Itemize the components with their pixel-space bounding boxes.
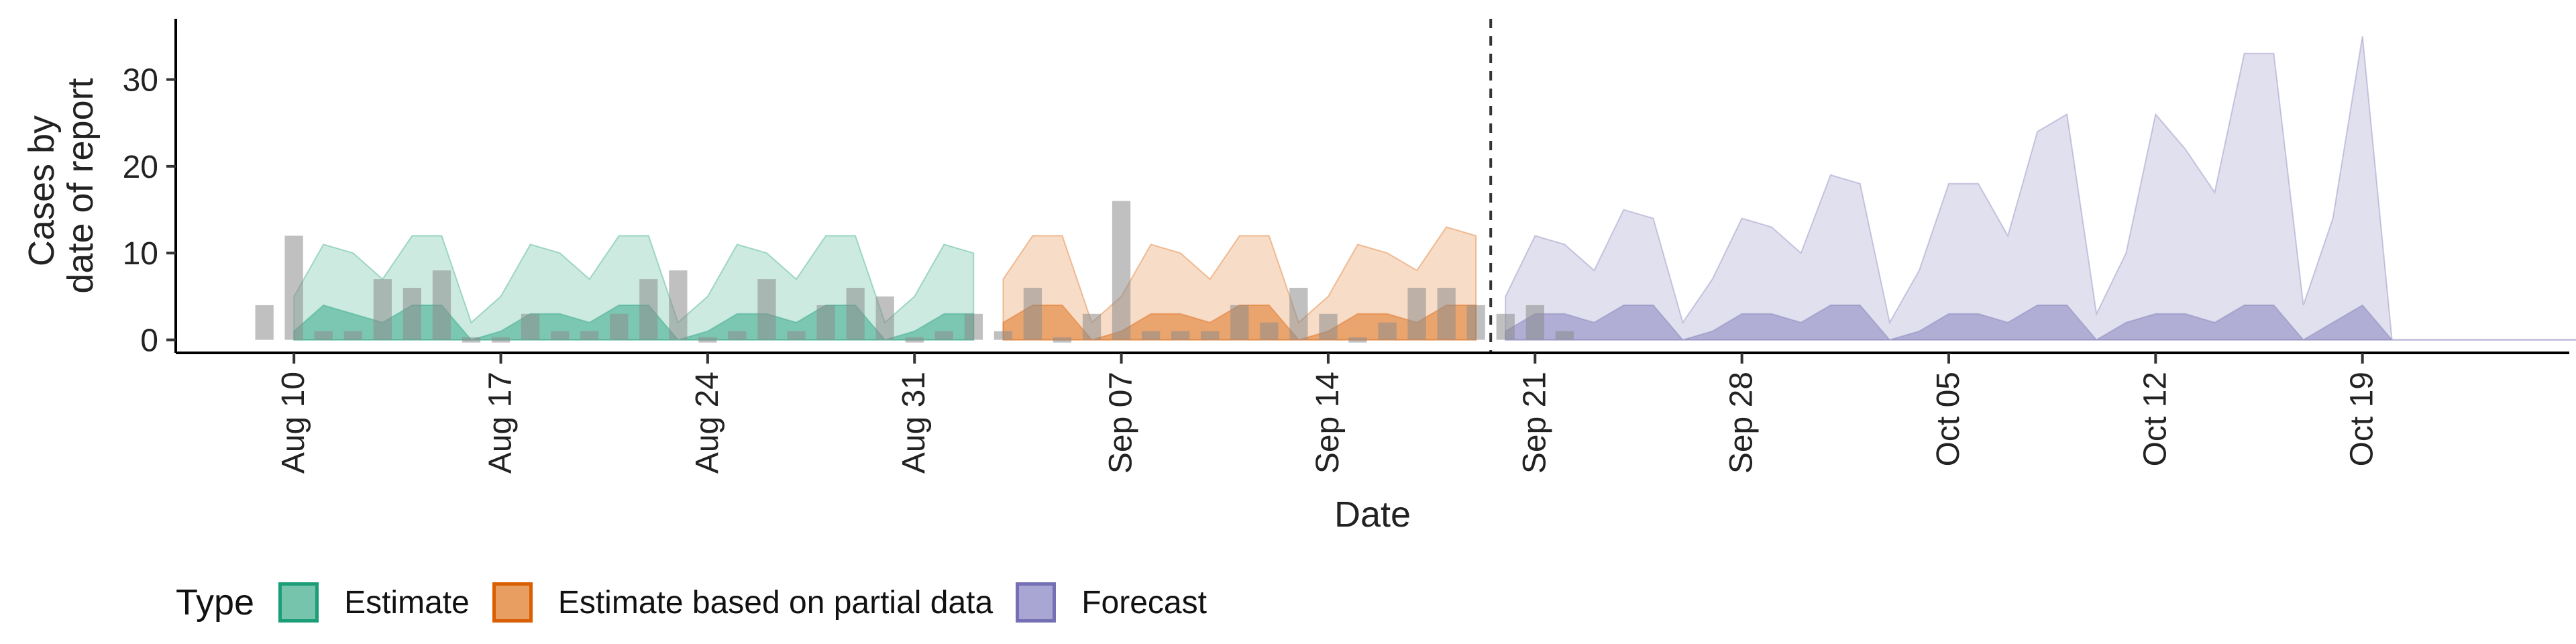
observed-bar [1230,305,1249,340]
observed-bar [1525,305,1544,340]
observed-bar [639,279,658,340]
observed-bar [905,337,924,343]
ribbon-forecast-90 [1505,36,2576,341]
x-tick-label: Sep 14 [1310,372,1346,474]
y-tick-label: 30 [123,63,158,99]
observed-bar [1142,331,1161,340]
legend-label-estimate: Estimate [344,584,470,621]
axes-layer: 0 10 20 30 Aug 10 Aug 17 Aug 24 Aug 31 Sep 07 Sep… [123,19,2569,474]
observed-bar [373,279,392,340]
x-tick-label: Oct 19 [2345,372,2380,466]
legend-label-forecast: Forecast [1081,584,1207,621]
y-tick-label: 0 [140,323,158,359]
observed-bar [1319,313,1338,340]
legend-label-partial-estimate: Estimate based on partial data [557,584,994,621]
observed-bar [1289,288,1308,340]
observed-bar [1112,201,1131,340]
observed-bar [551,331,570,340]
observed-bar [669,270,688,340]
observed-bar [934,331,953,340]
legend: Type Estimate Estimate based on partial … [176,576,1230,629]
observed-bar [521,313,540,340]
observed-bar [402,288,421,340]
x-tick-label: Aug 31 [896,372,932,474]
observed-bar [816,305,835,340]
y-tick-label: 20 [123,150,158,185]
x-tick-label: Oct 12 [2137,372,2173,466]
x-tick-label: Oct 05 [1931,372,1966,466]
observed-bar [1496,313,1515,340]
observed-bar [875,296,894,340]
x-tick-label: Sep 28 [1724,372,1760,474]
observed-bar [1023,288,1042,340]
legend-swatch-forecast [1016,582,1057,623]
observed-bar [1171,331,1190,340]
observed-bar [580,331,599,340]
observed-bar [1260,322,1279,340]
legend-item-forecast: Forecast [1016,582,1207,623]
observed-bar [610,313,629,340]
x-tick-label: Sep 07 [1104,372,1139,474]
x-tick-label: Sep 21 [1517,372,1552,474]
legend-item-partial-estimate: Estimate based on partial data [492,582,993,623]
legend-swatch-partial-estimate [492,582,533,623]
x-axis-label: Date [1334,494,1411,535]
observed-bar [343,331,362,340]
observed-bar [314,331,333,340]
observed-bar [1082,313,1102,340]
observed-bars-layer [255,201,1574,343]
observed-bar [1555,331,1574,340]
observed-bar [846,288,865,340]
observed-bar [728,331,747,340]
observed-bar [255,305,274,340]
observed-bar [462,337,481,343]
observed-bar [964,313,983,340]
cases-chart: 0 10 20 30 Aug 10 Aug 17 Aug 24 Aug 31 Sep 07 Sep… [21,19,2576,535]
observed-bar [1348,337,1367,343]
observed-bar [491,337,511,343]
observed-bar [787,331,806,340]
observed-bar [284,235,303,340]
x-tick-label: Aug 24 [690,372,725,474]
observed-bar [432,270,451,340]
y-axis-label-line-2: date of report [60,78,101,293]
x-tick-label: Aug 10 [276,372,311,474]
y-axis-label-line-1: Cases by [21,115,62,266]
observed-bar [1378,322,1397,340]
observed-bar [1201,331,1220,340]
x-tick-label: Aug 17 [483,372,519,474]
legend-swatch-estimate [278,582,319,623]
observed-bar [1053,337,1072,343]
y-tick-label: 10 [123,236,158,272]
observed-bar [1466,305,1485,340]
ribbon-forecast-50 [1505,304,2576,341]
legend-title: Type [176,582,255,623]
legend-item-estimate: Estimate [278,582,470,623]
observed-bar [698,337,717,343]
observed-bar [1407,288,1426,340]
observed-bar [994,331,1012,340]
observed-bar [1437,288,1456,340]
observed-bar [757,279,776,340]
y-axis-label: Cases by date of report [21,78,101,293]
ribbon-layer [293,36,2576,341]
